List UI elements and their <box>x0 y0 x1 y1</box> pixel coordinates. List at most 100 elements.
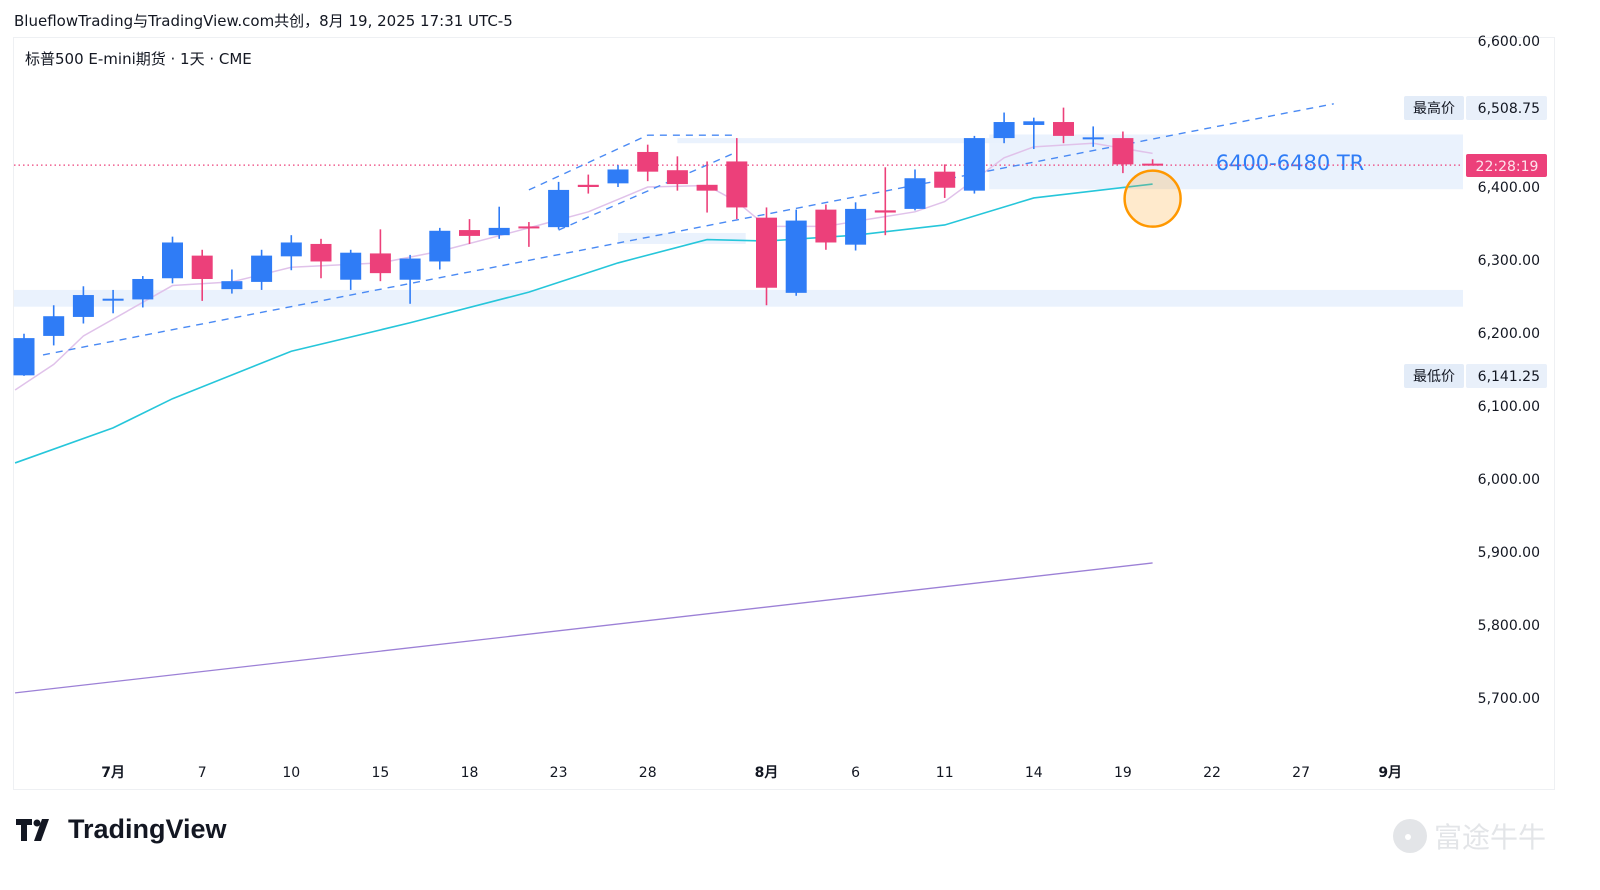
candle[interactable] <box>280 235 302 271</box>
x-tick-label: 6 <box>851 765 860 781</box>
candle-body <box>280 242 302 257</box>
highlight-circle <box>1123 169 1182 228</box>
candle[interactable] <box>221 269 243 294</box>
x-tick-label: 23 <box>550 765 568 781</box>
candle[interactable] <box>369 229 391 282</box>
high-price-tag-label: 最高价 <box>1413 100 1455 117</box>
low-price-value-bg <box>1466 364 1547 388</box>
candle-body <box>1112 138 1134 165</box>
candle-body <box>1142 163 1164 166</box>
candle[interactable] <box>874 167 896 236</box>
candle[interactable] <box>102 289 124 314</box>
y-tick-label: 6,600.00 <box>1478 34 1540 50</box>
candle[interactable] <box>340 249 362 290</box>
chart-header-title: BlueflowTrading与TradingView.com共创，8月 19,… <box>14 12 513 30</box>
candle[interactable] <box>459 219 480 244</box>
candle-body <box>726 161 748 208</box>
candle[interactable] <box>577 174 599 194</box>
x-tick-label: 10 <box>282 765 300 781</box>
x-tick-label: 7月 <box>101 765 125 781</box>
low-price-value: 6,141.25 <box>1478 369 1540 385</box>
candle[interactable] <box>399 254 421 304</box>
candle-body <box>488 227 510 236</box>
candle[interactable] <box>13 333 35 376</box>
candle[interactable] <box>1053 107 1074 144</box>
plot-area: 6400-6480 TR <box>13 103 1463 694</box>
candle[interactable] <box>756 207 777 306</box>
futu-watermark: 富途牛牛 <box>1392 816 1546 856</box>
candle-body <box>399 258 421 280</box>
candle[interactable] <box>1023 117 1045 150</box>
candle[interactable] <box>191 249 213 301</box>
candle[interactable] <box>132 276 154 308</box>
candle-body <box>102 298 124 301</box>
candle-body <box>785 220 807 293</box>
tradingview-logo[interactable]: TradingView <box>16 814 227 845</box>
x-tick-label: 18 <box>461 765 479 781</box>
y-tick-label: 5,800.00 <box>1478 618 1540 634</box>
tradingview-logo-text: TradingView <box>68 814 227 844</box>
price-zone <box>618 232 746 244</box>
candle-body <box>340 252 362 280</box>
candle[interactable] <box>934 164 956 198</box>
candle-body <box>756 217 777 288</box>
candle[interactable] <box>785 209 807 296</box>
candle[interactable] <box>993 112 1015 144</box>
candle[interactable] <box>815 204 837 250</box>
candle[interactable] <box>904 169 926 211</box>
candle-body <box>13 338 35 376</box>
candle-body <box>310 243 332 262</box>
candle[interactable] <box>518 222 540 247</box>
candle[interactable] <box>429 227 451 270</box>
candle[interactable] <box>666 156 688 191</box>
candle[interactable] <box>726 138 748 220</box>
ma-mid-line <box>14 183 1153 464</box>
candle[interactable] <box>43 305 65 346</box>
candle-body <box>518 226 540 229</box>
candle-body <box>221 281 243 290</box>
futu-logo-icon <box>1393 819 1427 853</box>
y-tick-label: 6,100.00 <box>1478 399 1540 415</box>
x-tick-label: 19 <box>1114 765 1132 781</box>
candle-body <box>369 253 391 274</box>
candle-body <box>577 184 599 187</box>
candle[interactable] <box>72 286 94 324</box>
candle-body <box>548 189 570 228</box>
candle-body <box>429 230 451 262</box>
candle[interactable] <box>488 206 510 239</box>
high-price-value-bg <box>1466 96 1547 120</box>
candle-body <box>459 230 480 236</box>
candle[interactable] <box>162 236 183 284</box>
candle-body <box>845 208 867 245</box>
low-price-tag-label: 最低价 <box>1413 369 1455 385</box>
candle[interactable] <box>845 202 867 251</box>
futu-watermark-text: 富途牛牛 <box>1434 821 1547 854</box>
y-tick-label: 6,000.00 <box>1478 472 1540 488</box>
zone-label: 6400-6480 TR <box>1216 151 1365 175</box>
candle[interactable] <box>637 144 659 182</box>
ma-slow-line <box>15 562 1153 694</box>
candle[interactable] <box>963 135 985 194</box>
candle[interactable] <box>310 238 332 279</box>
chart-frame[interactable] <box>13 37 1555 790</box>
candle-body <box>72 295 94 317</box>
candle[interactable] <box>607 165 629 187</box>
x-tick-label: 28 <box>639 765 657 781</box>
candle[interactable] <box>251 249 273 290</box>
symbol-legend[interactable]: 标普500 E-mini期货 · 1天 · CME <box>25 50 252 68</box>
candle[interactable] <box>1082 126 1104 147</box>
candle[interactable] <box>548 181 570 230</box>
y-tick-label: 5,900.00 <box>1478 545 1540 561</box>
candle-body <box>162 242 183 279</box>
candle[interactable] <box>696 161 718 213</box>
x-tick-label: 8月 <box>755 765 779 781</box>
candle-body <box>637 151 659 172</box>
y-tick-label: 6,400.00 <box>1478 180 1540 196</box>
x-tick-label: 22 <box>1203 765 1221 781</box>
candle-body <box>191 255 213 279</box>
candle[interactable] <box>1112 131 1134 174</box>
candle[interactable] <box>1142 159 1164 166</box>
candle-body <box>1053 122 1074 136</box>
candle-body <box>1023 121 1045 125</box>
